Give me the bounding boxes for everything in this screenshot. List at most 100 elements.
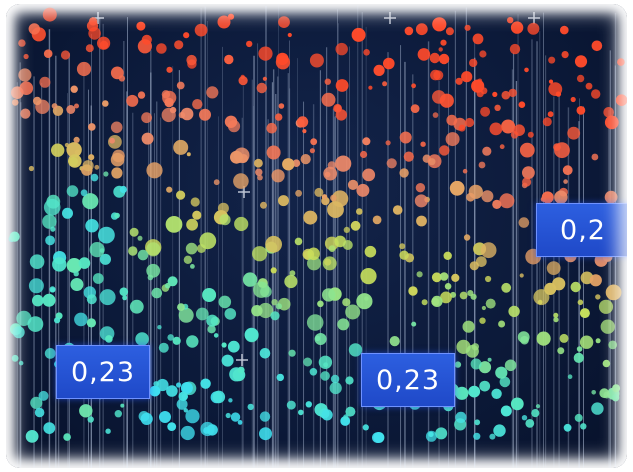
data-point <box>541 191 554 204</box>
data-point <box>519 142 535 158</box>
data-point <box>255 168 263 176</box>
data-point <box>470 358 482 370</box>
data-point <box>266 145 281 160</box>
data-point <box>284 274 298 289</box>
data-point <box>167 422 177 431</box>
data-point <box>52 257 67 272</box>
data-point <box>176 190 186 200</box>
data-point <box>172 336 181 345</box>
data-point <box>76 61 92 77</box>
data-point <box>493 424 506 437</box>
data-point <box>468 385 481 398</box>
data-point <box>289 270 296 277</box>
data-point <box>356 293 373 310</box>
data-point <box>97 36 111 50</box>
data-point <box>535 404 541 409</box>
data-point <box>156 43 167 54</box>
data-point <box>491 388 502 399</box>
data-point <box>595 294 601 300</box>
data-point <box>247 403 254 411</box>
data-point <box>297 116 309 128</box>
data-point <box>527 131 534 138</box>
data-point <box>105 335 113 343</box>
data-point <box>445 27 454 36</box>
data-point <box>364 245 377 258</box>
data-point <box>591 153 599 161</box>
data-point <box>343 226 350 233</box>
data-point <box>513 124 525 136</box>
data-point <box>114 212 120 219</box>
data-point <box>9 231 20 242</box>
data-point <box>501 90 511 100</box>
data-point <box>79 404 93 418</box>
data-point <box>78 257 91 269</box>
data-point <box>386 158 397 169</box>
data-point <box>504 359 517 372</box>
data-point <box>410 104 420 113</box>
grid-crosshairs <box>92 12 540 366</box>
data-point <box>431 272 442 283</box>
data-point <box>217 15 231 29</box>
data-point <box>82 160 94 172</box>
data-point <box>408 286 418 296</box>
data-point <box>80 189 88 197</box>
data-point <box>28 23 40 35</box>
data-point <box>185 242 198 255</box>
data-point <box>577 299 584 306</box>
data-point <box>190 197 200 207</box>
data-point <box>87 416 94 423</box>
data-point <box>105 428 111 434</box>
value-label-center: 0,23 <box>361 353 455 407</box>
data-point <box>110 66 124 80</box>
data-point <box>403 151 414 162</box>
data-point <box>219 214 231 226</box>
data-point <box>455 77 463 85</box>
data-point <box>207 325 216 334</box>
data-point <box>103 171 109 177</box>
data-point <box>307 256 321 271</box>
data-point <box>288 349 296 357</box>
data-point <box>309 53 324 68</box>
data-point <box>164 97 174 108</box>
data-point <box>429 52 440 64</box>
data-point <box>310 138 318 146</box>
data-point <box>224 308 237 320</box>
data-point <box>164 282 171 289</box>
data-point <box>230 412 241 422</box>
data-point <box>574 55 588 68</box>
data-point <box>595 338 601 344</box>
data-point <box>60 50 71 60</box>
data-point <box>481 305 486 311</box>
data-point <box>137 91 146 99</box>
data-point <box>444 283 452 290</box>
data-point <box>180 425 195 441</box>
data-point <box>591 390 596 395</box>
data-point <box>66 142 82 158</box>
data-point <box>244 327 259 342</box>
data-point <box>454 361 462 368</box>
data-point <box>30 396 43 409</box>
data-point <box>421 299 428 306</box>
data-point <box>202 288 217 302</box>
data-point <box>333 103 342 113</box>
data-point <box>443 251 452 260</box>
data-point <box>617 58 625 66</box>
data-point <box>449 180 465 196</box>
data-point <box>32 294 44 307</box>
data-point <box>176 81 185 90</box>
data-point <box>411 83 416 89</box>
data-point <box>307 247 320 261</box>
data-point <box>547 111 554 118</box>
data-point <box>324 258 332 266</box>
data-point <box>399 250 409 260</box>
data-point <box>176 398 188 410</box>
value-label-left-text: 0,23 <box>70 356 136 388</box>
data-point <box>473 432 481 440</box>
data-point <box>262 76 267 81</box>
data-point <box>321 194 328 200</box>
data-point <box>598 299 614 314</box>
data-point <box>553 312 559 318</box>
data-point <box>591 89 601 99</box>
value-label-center-text: 0,23 <box>375 364 441 396</box>
data-point <box>495 366 508 379</box>
